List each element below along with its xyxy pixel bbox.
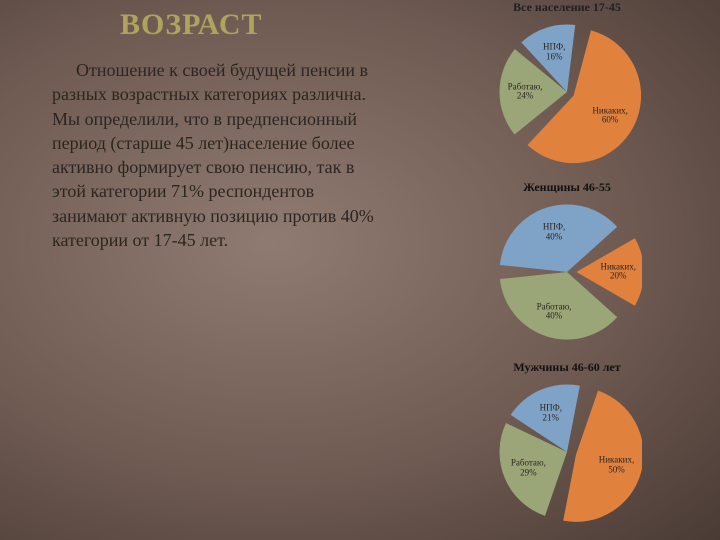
- chart-title: Мужчины 46-60 лет: [432, 360, 702, 375]
- body-paragraph: Отношение к своей будущей пенсии в разны…: [52, 58, 392, 252]
- slide-root: ВОЗРАСТ Отношение к своей будущей пенсии…: [0, 0, 720, 540]
- pie-chart-1: Женщины 46-55 Работаю, 40%НПФ, 40%Никаких…: [432, 180, 702, 347]
- chart-title: Женщины 46-55: [432, 180, 702, 195]
- pie-wrap: Работаю, 24%НПФ, 16%Никаких, 60%: [492, 17, 642, 167]
- pie-chart-2: Мужчины 46-60 лет Работаю, 29%НПФ, 21%Ник…: [432, 360, 702, 527]
- pie-wrap: Работаю, 29%НПФ, 21%Никаких, 50%: [492, 377, 642, 527]
- charts-column: Все население 17-45 Работаю, 24%НПФ, 16%Н…: [432, 0, 702, 540]
- pie-wrap: Работаю, 40%НПФ, 40%Никаких, 20%: [492, 197, 642, 347]
- pie-chart-0: Все население 17-45 Работаю, 24%НПФ, 16%Н…: [432, 0, 702, 167]
- page-title: ВОЗРАСТ: [120, 8, 263, 42]
- chart-title: Все население 17-45: [432, 0, 702, 15]
